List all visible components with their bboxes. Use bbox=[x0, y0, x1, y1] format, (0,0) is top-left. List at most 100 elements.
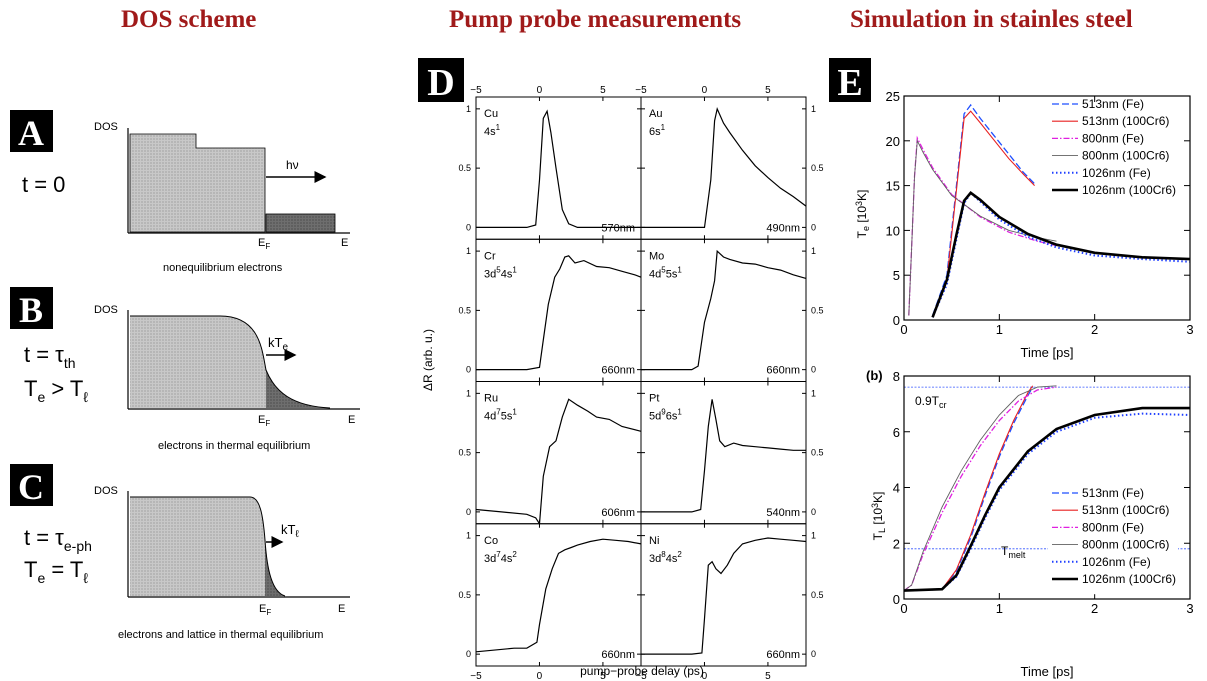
config-superscript: 1 bbox=[677, 265, 682, 274]
x-tick-label: 0 bbox=[537, 85, 543, 96]
wavelength-label: 540nm bbox=[766, 507, 800, 519]
temperature-curve bbox=[904, 387, 1033, 590]
config-superscript: 1 bbox=[512, 265, 517, 274]
electron-config-label: 5d96s1 bbox=[649, 408, 682, 423]
panel-c-temperature-condition: Te = Tℓ bbox=[24, 557, 88, 586]
config-part: 4s bbox=[666, 553, 678, 565]
x-tick-label: 0 bbox=[900, 322, 907, 337]
panel-b-temperature-condition: Te > Tℓ bbox=[24, 376, 88, 405]
legend-entry: 1026nm (100Cr6) bbox=[1082, 572, 1176, 586]
panel-a-photon-label: hν bbox=[286, 158, 299, 172]
config-superscript: 1 bbox=[496, 123, 501, 132]
temperature-curve bbox=[904, 386, 1057, 591]
panel-e-bottom-y-label: TL [103K] bbox=[870, 492, 887, 541]
pump-probe-cell: 10.50−5 0 5Cu4s1570nm bbox=[458, 85, 641, 239]
temperature-curve bbox=[909, 141, 1057, 316]
config-part: 6s bbox=[666, 411, 678, 423]
legend-entry: 800nm (Fe) bbox=[1082, 131, 1144, 145]
pump-probe-cell-frame bbox=[476, 524, 641, 666]
electron-config-label: 4s1 bbox=[484, 123, 501, 138]
panel-c-kt-label: kTℓ bbox=[281, 522, 299, 540]
panel-c-ef-label: EF bbox=[259, 603, 271, 617]
x-tick-label: −5 bbox=[470, 85, 482, 96]
config-superscript: 2 bbox=[512, 550, 517, 559]
y-tick-label: 0 bbox=[811, 365, 816, 375]
wavelength-label: 660nm bbox=[766, 649, 800, 661]
reflectivity-curve bbox=[641, 109, 806, 227]
panel-e-letter: E bbox=[837, 62, 862, 104]
wavelength-label: 606nm bbox=[601, 507, 635, 519]
y-tick-label: 1 bbox=[811, 246, 816, 256]
legend-entry: 1026nm (Fe) bbox=[1082, 555, 1151, 569]
y-tick-label: 1 bbox=[811, 531, 816, 541]
config-part: 3d bbox=[649, 553, 661, 565]
panel-a: A t = 0 DOS hν EF E nonequilibrium elect… bbox=[10, 110, 350, 274]
y-tick-label: 5 bbox=[893, 268, 900, 283]
pump-probe-cell-frame bbox=[641, 239, 806, 381]
y-tick-label: 0 bbox=[893, 592, 900, 607]
y-tick-label: 10 bbox=[886, 223, 900, 238]
x-tick-label: 3 bbox=[1186, 322, 1193, 337]
panel-b-dos-label: DOS bbox=[94, 304, 118, 316]
panel-d-letter: D bbox=[427, 62, 454, 104]
temperature-curve bbox=[933, 111, 1035, 316]
metal-label: Ni bbox=[649, 535, 659, 547]
melting-temperature-annotation: Tmelt bbox=[1001, 544, 1026, 560]
y-tick-label: 1 bbox=[466, 104, 471, 114]
x-tick-label: 0 bbox=[537, 671, 543, 681]
panel-a-ef-label: EF bbox=[258, 237, 270, 251]
metal-label: Cu bbox=[484, 108, 498, 120]
x-tick-label: 1 bbox=[996, 601, 1003, 616]
y-tick-label: 4 bbox=[893, 481, 900, 496]
x-tick-label: 0 bbox=[702, 85, 708, 96]
x-tick-label: 5 bbox=[600, 671, 606, 681]
y-tick-label: 0.5 bbox=[811, 590, 824, 600]
panel-d-y-label: ΔR (arb. u.) bbox=[421, 329, 435, 391]
y-tick-label: 8 bbox=[893, 369, 900, 384]
legend-entry: 1026nm (100Cr6) bbox=[1082, 183, 1176, 197]
legend-entry: 513nm (100Cr6) bbox=[1082, 503, 1169, 517]
electron-config-label: 6s1 bbox=[649, 123, 666, 138]
panel-b: B t = τth Te > Tℓ DOS kTe EF E electrons… bbox=[10, 287, 360, 452]
x-tick-label: 5 bbox=[765, 85, 771, 96]
x-tick-label: −5 bbox=[635, 85, 647, 96]
pump-probe-cell-frame bbox=[476, 239, 641, 381]
y-tick-label: 0 bbox=[466, 507, 471, 517]
y-tick-label: 0 bbox=[811, 222, 816, 232]
config-part: 5s bbox=[666, 268, 678, 280]
x-tick-label: 3 bbox=[1186, 601, 1193, 616]
y-tick-label: 0 bbox=[811, 649, 816, 659]
panel-e-bottom-tag: (b) bbox=[866, 368, 883, 383]
metal-label: Mo bbox=[649, 250, 664, 262]
y-tick-label: 0 bbox=[811, 507, 816, 517]
electron-config-label: 3d84s2 bbox=[649, 550, 682, 565]
config-part: 4s bbox=[484, 126, 496, 138]
pump-probe-cell-frame bbox=[476, 382, 641, 524]
pump-probe-cell: 10.50−5 0 5Au6s1490nm bbox=[635, 85, 823, 239]
legend-entry: 800nm (Fe) bbox=[1082, 520, 1144, 534]
pump-probe-cell-frame bbox=[641, 97, 806, 239]
config-part: 4d bbox=[649, 268, 661, 280]
y-tick-label: 0 bbox=[466, 365, 471, 375]
x-tick-label: 2 bbox=[1091, 322, 1098, 337]
config-part: 6s bbox=[649, 126, 661, 138]
y-tick-label: 1 bbox=[811, 104, 816, 114]
legend-entry: 513nm (Fe) bbox=[1082, 486, 1144, 500]
pump-probe-cell-frame bbox=[641, 524, 806, 666]
legend: 513nm (Fe) 513nm (100Cr6) 800nm (Fe) 800nm … bbox=[1048, 486, 1178, 594]
config-part: 4s bbox=[501, 268, 513, 280]
config-superscript: 1 bbox=[512, 408, 517, 417]
panel-c-letter: C bbox=[18, 467, 44, 507]
wavelength-label: 660nm bbox=[601, 365, 635, 377]
legend-entry: 800nm (100Cr6) bbox=[1082, 149, 1169, 163]
pump-probe-cell: 10.50−5 0 5Co3d74s2660nm bbox=[458, 524, 641, 681]
panel-c: C t = τe-ph Te = Tℓ DOS kTℓ EF E electro… bbox=[10, 464, 350, 641]
panel-a-e-label: E bbox=[341, 237, 348, 249]
panel-a-dos-label: DOS bbox=[94, 121, 118, 133]
x-tick-label: −5 bbox=[635, 671, 647, 681]
panel-c-time: t = τe-ph bbox=[24, 525, 92, 554]
config-part: 5s bbox=[501, 411, 513, 423]
